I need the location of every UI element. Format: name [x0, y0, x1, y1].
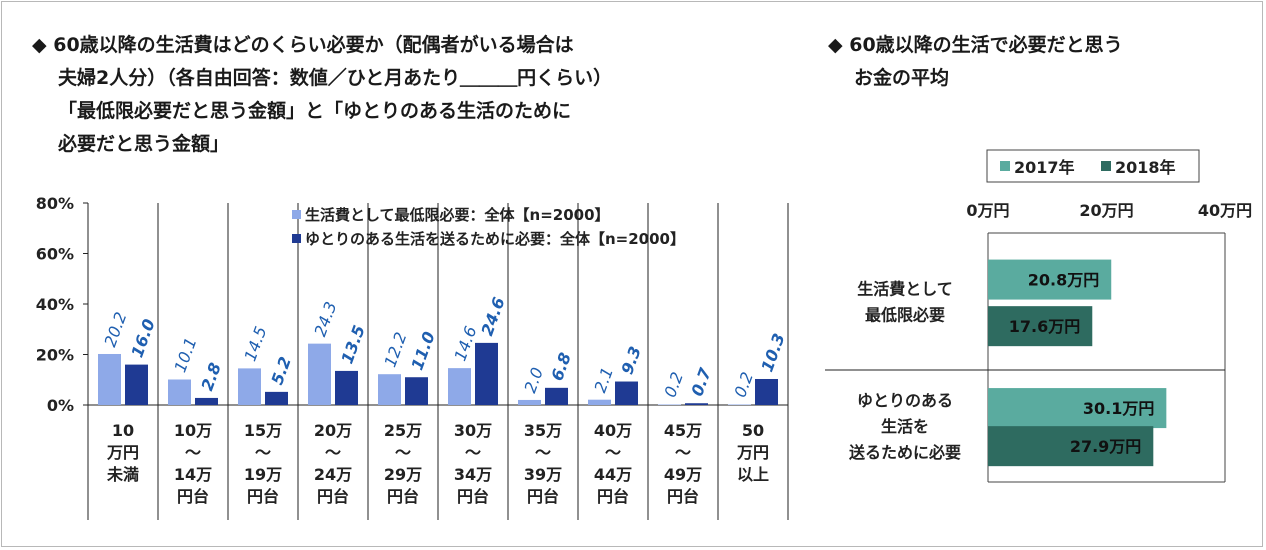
bar-2018: [988, 426, 1154, 467]
data-label-series-1: 0.2: [730, 369, 757, 399]
legend-label-1: 生活費として最低限必要：全体【n=2000】: [305, 206, 610, 224]
legend-swatch-1: [292, 210, 301, 219]
data-label-series-2: 16.0: [127, 316, 158, 360]
category-label: 10 万円未満: [106, 421, 139, 484]
y-tick-label: 20%: [36, 346, 74, 365]
data-label-series-1: 0.2: [660, 369, 687, 399]
category-label: 35万～ 39万円台: [524, 421, 562, 506]
bar-series-1: [518, 399, 541, 405]
legend-label-2: 2018年: [1115, 158, 1176, 177]
right-heading-line-2: お金の平均: [854, 67, 950, 89]
legend-label-2: ゆとりのある生活を送るために必要：全体【n=2000】: [305, 230, 685, 248]
bar-series-1: [728, 404, 751, 405]
distribution-bar-chart: 0% 20% 40% 60% 80% 20.216.0 10 万円未満 10.12.8 10万～ 1…: [36, 194, 789, 520]
legend-swatch-2: [1101, 161, 1111, 171]
bar-series-2: [545, 387, 568, 405]
bar-2017: [988, 388, 1167, 429]
average-amount-bar-chart: 2017年 2018年 0万円 20万円 40万円 20.8万円 17.6万円 生活費として最…: [825, 149, 1252, 483]
x-tick-label: 40万円: [1198, 201, 1252, 220]
left-heading-line-4: 必要だと思う金額」: [58, 133, 230, 155]
data-label-series-1: 2.0: [520, 365, 547, 395]
bar-series-2: [335, 370, 358, 405]
legend-label-1: 2017年: [1014, 158, 1075, 177]
bar-2017: [988, 259, 1112, 300]
bar-series-1: [448, 368, 471, 405]
legend-swatch-1: [1000, 161, 1010, 171]
data-label-series-2: 9.3: [617, 344, 645, 377]
legend-box: [986, 149, 1200, 183]
data-label-series-1: 10.1: [170, 335, 200, 375]
data-label-series-2: 5.2: [267, 354, 295, 387]
data-label-series-2: 0.7: [687, 365, 715, 399]
bar-series-1: [308, 343, 331, 405]
bar-series-2: [265, 391, 288, 405]
data-label-series-1: 24.3: [310, 299, 340, 339]
bar-value-label: 30.1万円: [1083, 399, 1154, 418]
right-heading: ◆ 60歳以降の生活で必要だと思う お金の平均: [828, 29, 1123, 95]
bar-series-1: [98, 353, 121, 405]
left-heading: ◆ 60歳以降の生活費はどのくらい必要か（配偶者がいる場合は 夫婦2人分）（各自…: [32, 29, 612, 161]
bar-series-2: [475, 342, 498, 405]
right-heading-line-1: ◆ 60歳以降の生活で必要だと思う: [828, 34, 1123, 56]
bar-2018: [988, 306, 1093, 347]
left-heading-line-2: 夫婦2人分）（各自由回答：数値／ひと月あたり＿＿＿円くらい）: [58, 67, 613, 89]
category-label: 50 万円以上: [736, 421, 769, 484]
data-label-series-1: 14.5: [240, 324, 270, 364]
bar-value-label: 17.6万円: [1009, 317, 1080, 336]
left-heading-line-3: 「最低限必要だと思う金額」と「ゆとりのある生活のために: [58, 100, 572, 122]
x-tick-label: 20万円: [1079, 201, 1133, 220]
x-tick-label: 0万円: [966, 201, 1009, 220]
bar-value-label: 20.8万円: [1028, 271, 1099, 290]
category-label: 15万～ 19万円台: [244, 421, 282, 506]
y-tick-label: 40%: [36, 295, 74, 314]
data-label-series-2: 2.8: [197, 360, 225, 393]
data-label-series-2: 10.3: [757, 331, 788, 375]
category-label: 40万～ 44万円台: [594, 421, 632, 506]
category-label: 30万～ 34万円台: [454, 421, 492, 506]
data-label-series-2: 11.0: [407, 329, 438, 373]
bar-series-1: [658, 404, 681, 405]
bar-series-1: [378, 374, 401, 405]
data-label-series-2: 13.5: [337, 323, 368, 367]
bar-series-2: [755, 378, 778, 405]
data-label-series-2: 6.8: [547, 350, 575, 383]
left-heading-line-1: ◆ 60歳以降の生活費はどのくらい必要か（配偶者がいる場合は: [32, 34, 574, 56]
y-tick-label: 80%: [36, 194, 74, 213]
data-label-series-1: 12.2: [380, 330, 410, 370]
bar-series-2: [615, 381, 638, 405]
bar-series-2: [125, 364, 148, 405]
bar-series-2: [685, 403, 708, 405]
y-tick-label: 60%: [36, 245, 74, 264]
category-label: 45万～ 49万円台: [664, 421, 702, 506]
bar-value-label: 27.9万円: [1070, 437, 1141, 456]
bar-series-1: [238, 368, 261, 405]
data-label-series-2: 24.6: [477, 295, 508, 339]
bar-series-1: [588, 399, 611, 405]
category-label: 20万～ 24万円台: [314, 421, 352, 506]
legend-swatch-2: [292, 234, 301, 243]
category-label: 25万～ 29万円台: [384, 421, 422, 506]
y-tick-label: 0%: [47, 396, 74, 415]
category-label: ゆとりのある生活を送るために必要: [848, 391, 961, 462]
category-label: 10万～ 14万円台: [174, 421, 212, 506]
data-label-series-1: 20.2: [100, 309, 130, 349]
category-label: 生活費として最低限必要: [857, 280, 953, 325]
bar-series-2: [405, 377, 428, 405]
bar-series-1: [168, 379, 191, 405]
data-label-series-1: 2.1: [590, 365, 617, 395]
bar-series-2: [195, 397, 218, 405]
